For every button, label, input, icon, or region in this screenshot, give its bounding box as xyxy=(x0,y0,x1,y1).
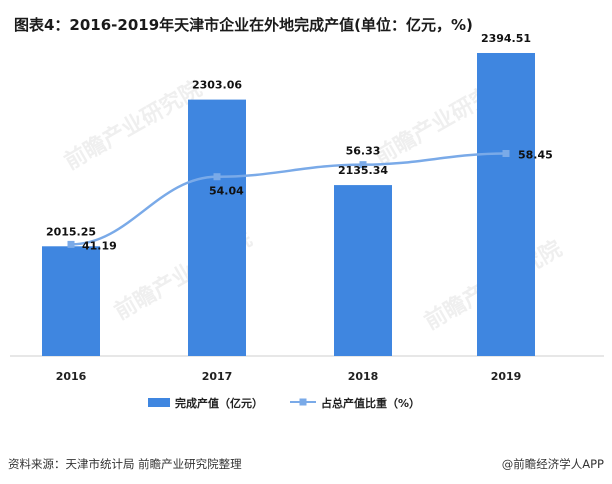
brand-credit: @前瞻经济学人APP xyxy=(501,457,604,471)
bar-2018 xyxy=(334,185,392,356)
line-label-2017: 54.04 xyxy=(209,185,244,198)
line-point-2017 xyxy=(213,173,221,181)
x-tick-2017: 2017 xyxy=(202,370,233,383)
line-series xyxy=(70,152,507,246)
line-point-2019 xyxy=(502,149,510,157)
x-tick-2016: 2016 xyxy=(56,370,87,383)
bar-2019 xyxy=(477,52,535,357)
watermark-text: 前瞻产业研究院 xyxy=(60,76,206,176)
line-label-2018: 56.33 xyxy=(346,145,381,158)
x-tick-2019: 2019 xyxy=(491,370,522,383)
line-point-2016 xyxy=(67,240,75,248)
chart-title: 图表4：2016-2019年天津市企业在外地完成产值(单位：亿元，%) xyxy=(14,16,473,34)
legend-line-marker xyxy=(299,398,307,406)
bar-label-2018: 2135.34 xyxy=(338,164,388,177)
bar-label-2017: 2303.06 xyxy=(192,79,242,92)
line-label-2016: 41.19 xyxy=(82,239,117,252)
source-note: 资料来源：天津市统计局 前瞻产业研究院整理 xyxy=(8,457,242,471)
legend-line-label: 占总产值比重（%） xyxy=(321,396,420,410)
bar-label-2019: 2394.51 xyxy=(481,32,531,45)
x-tick-2018: 2018 xyxy=(348,370,379,383)
bar-2016 xyxy=(42,246,100,356)
bar-2017 xyxy=(188,99,246,356)
legend: 完成产值（亿元） 占总产值比重（%） xyxy=(148,396,420,410)
bar-label-2016: 2015.25 xyxy=(46,225,96,238)
legend-bar-swatch xyxy=(148,398,170,407)
legend-bar-label: 完成产值（亿元） xyxy=(175,396,263,410)
line-label-2019: 58.45 xyxy=(518,148,553,161)
line-point-2018 xyxy=(359,161,367,169)
